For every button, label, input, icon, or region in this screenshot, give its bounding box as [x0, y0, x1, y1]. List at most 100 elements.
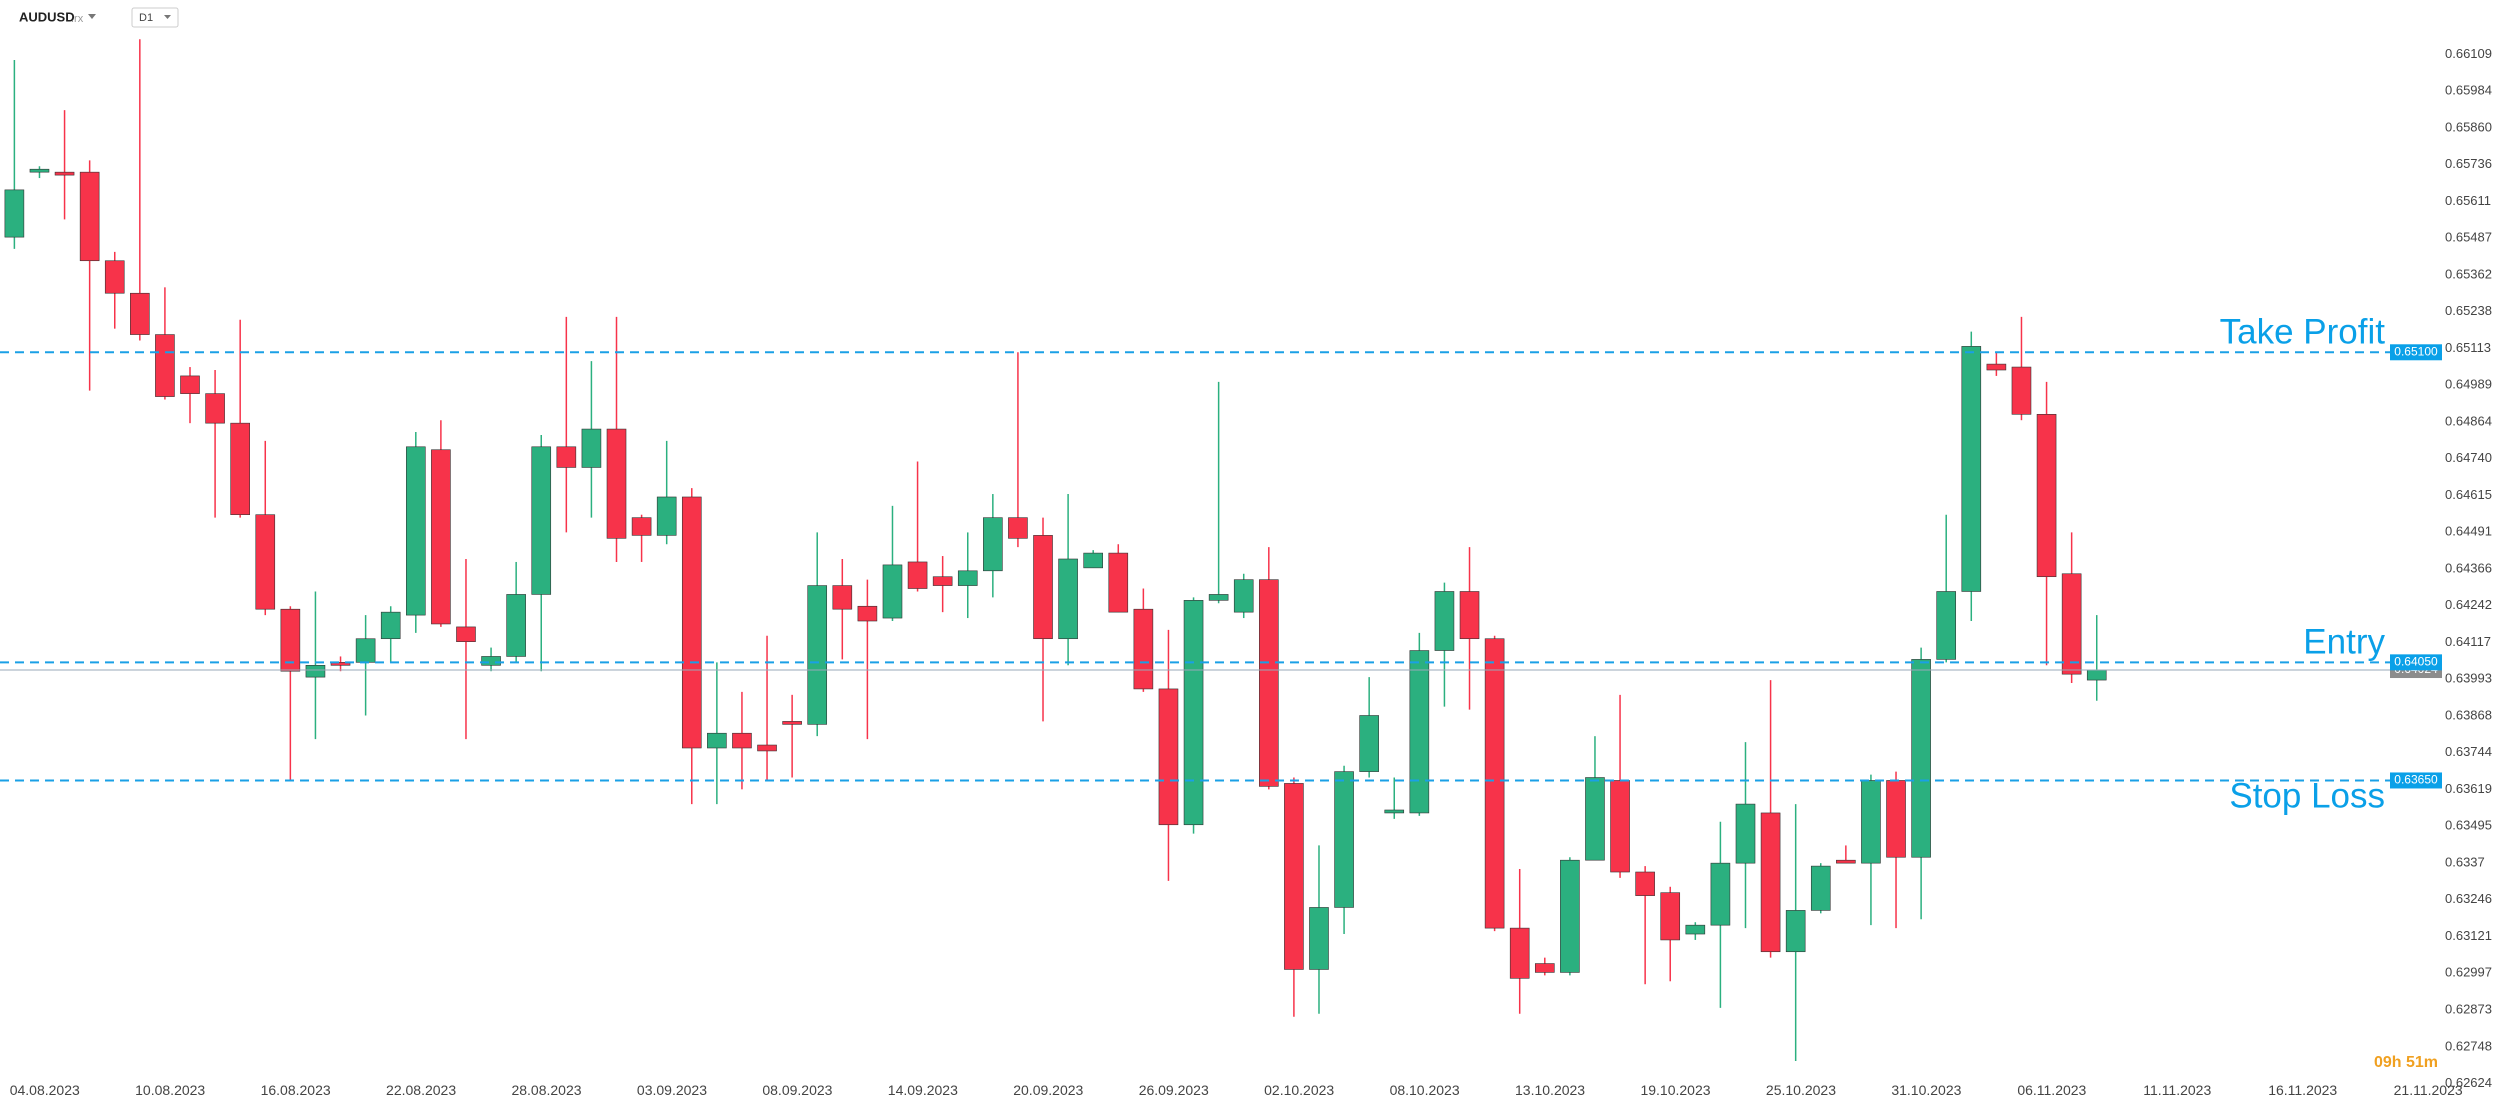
candle-body — [1509, 927, 1530, 979]
candle-body — [1961, 346, 1982, 592]
y-tick-label: 0.64491 — [2445, 524, 2492, 539]
candle-body — [1886, 780, 1906, 858]
candle-body — [280, 608, 301, 672]
candle-body — [79, 171, 100, 262]
candle-body — [305, 665, 326, 678]
level-badge — [2390, 654, 2442, 671]
candle-body — [456, 626, 476, 642]
candle-body — [230, 422, 250, 516]
y-tick-label: 0.64117 — [2445, 634, 2491, 649]
candle-body — [104, 260, 125, 294]
candle-body — [1008, 517, 1028, 539]
y-tick-label: 0.63619 — [2445, 781, 2492, 796]
timeframe: D1 — [139, 12, 153, 24]
x-tick-label: 20.09.2023 — [1013, 1082, 1083, 1098]
x-tick-label: 16.08.2023 — [261, 1082, 331, 1098]
y-tick-label: 0.64242 — [2445, 597, 2492, 612]
y-tick-label: 0.65611 — [2445, 193, 2491, 208]
timeframe-select[interactable] — [131, 7, 179, 28]
candle-body — [2036, 413, 2057, 578]
candle-body — [1459, 591, 1480, 640]
y-tick-label: 0.64615 — [2445, 487, 2492, 502]
candle-body — [2011, 366, 2032, 415]
candle-body — [380, 611, 401, 640]
candle-body — [882, 564, 903, 619]
x-tick-label: 02.10.2023 — [1264, 1082, 1334, 1098]
candle-body — [1259, 579, 1279, 787]
symbol[interactable]: AUDUSD — [19, 9, 75, 24]
candle-body — [255, 514, 276, 610]
y-tick-label: 0.63121 — [2445, 928, 2492, 943]
x-tick-label: 31.10.2023 — [1891, 1082, 1961, 1098]
candle-body — [29, 168, 50, 173]
y-tick-label: 0.63993 — [2445, 671, 2492, 686]
level-name: Take Profit — [2220, 313, 2386, 352]
candle-body — [1083, 552, 1103, 569]
candle-body — [907, 561, 928, 589]
candle-body — [1610, 780, 1630, 873]
candle-body — [732, 732, 752, 749]
x-tick-label: 08.10.2023 — [1390, 1082, 1460, 1098]
candle-body — [606, 428, 627, 539]
candle-body — [1635, 871, 1655, 896]
candle-body — [180, 375, 200, 394]
candle-body — [1133, 608, 1154, 690]
y-tick-label: 0.62748 — [2445, 1038, 2492, 1053]
candle-body — [631, 517, 652, 536]
level-badge — [2390, 772, 2442, 789]
candle-body — [1409, 650, 1430, 814]
candle-body — [1585, 777, 1605, 861]
y-tick-label: 0.65487 — [2445, 229, 2492, 244]
candle-body — [130, 292, 150, 335]
candle-body — [531, 446, 552, 595]
candle-body — [983, 517, 1003, 572]
y-tick-label: 0.63868 — [2445, 708, 2492, 723]
y-tick-label: 0.65362 — [2445, 266, 2492, 281]
candle-body — [1058, 558, 1078, 640]
candle-body — [1158, 688, 1179, 826]
level-value-label: 0.65100 — [2394, 344, 2438, 358]
timer: 09h 51m — [2374, 1054, 2438, 1071]
y-tick-label: 0.6337 — [2445, 855, 2485, 870]
level-name: Stop Loss — [2229, 777, 2385, 816]
x-tick-label: 11.11.2023 — [2143, 1082, 2211, 1098]
candle-body — [481, 656, 501, 666]
candle-body — [1183, 600, 1204, 826]
y-tick-label: 0.62624 — [2445, 1075, 2492, 1090]
candle-body — [1810, 865, 1831, 911]
x-tick-label: 16.11.2023 — [2268, 1082, 2337, 1098]
candle-body — [1760, 812, 1781, 953]
y-tick-label: 0.62873 — [2445, 1001, 2492, 1016]
candle-body — [1685, 924, 1706, 935]
candle-body — [1233, 579, 1254, 613]
candle-body — [1911, 659, 1931, 858]
y-tick-label: 0.65860 — [2445, 119, 2492, 134]
symbol-dropdown[interactable] — [88, 14, 96, 19]
candle-body — [1936, 591, 1957, 660]
x-tick-label: 22.08.2023 — [386, 1082, 456, 1098]
x-tick-label: 28.08.2023 — [511, 1082, 581, 1098]
y-tick-label: 0.64989 — [2445, 377, 2492, 392]
candle-body — [4, 189, 25, 238]
x-tick-label: 08.09.2023 — [762, 1082, 832, 1098]
candle-body — [2086, 669, 2107, 681]
y-tick-label: 0.65736 — [2445, 156, 2492, 171]
candle-body — [155, 334, 175, 397]
candle-body — [405, 446, 426, 616]
candle-body — [431, 449, 451, 625]
candle-body — [1108, 552, 1129, 613]
candle-body — [1836, 859, 1856, 864]
candle-body — [1208, 594, 1229, 601]
x-tick-label: 06.11.2023 — [2017, 1082, 2086, 1098]
y-tick-label: 0.64864 — [2445, 413, 2492, 428]
y-tick-label: 0.62997 — [2445, 965, 2492, 980]
y-tick-label: 0.63744 — [2445, 744, 2492, 759]
x-tick-label: 19.10.2023 — [1640, 1082, 1710, 1098]
level-name: Entry — [2303, 623, 2385, 662]
candle-body — [782, 721, 802, 725]
candle-body — [1710, 862, 1731, 926]
x-tick-label: 03.09.2023 — [637, 1082, 707, 1098]
candle-body — [1534, 963, 1555, 973]
y-tick-label: 0.66109 — [2445, 46, 2492, 61]
candle-body — [1484, 638, 1505, 929]
